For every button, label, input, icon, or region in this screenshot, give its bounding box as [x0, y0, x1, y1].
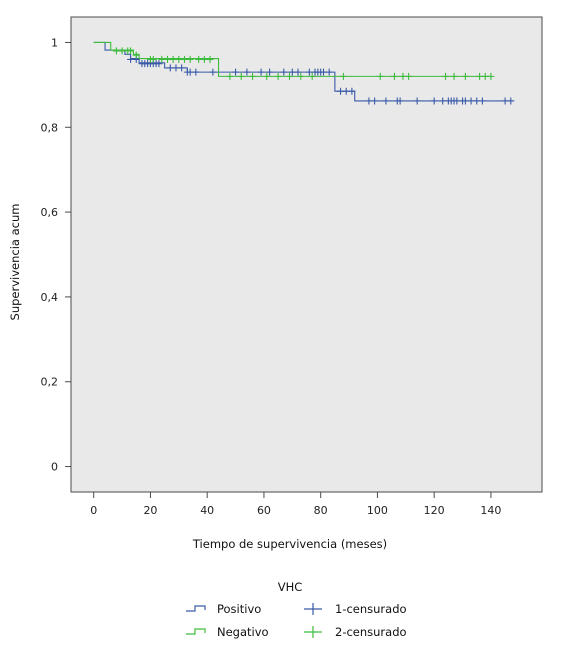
series-2-censor-mark	[297, 72, 305, 80]
y-tick-label: 0,2	[41, 376, 59, 389]
series-2-censor-mark	[450, 72, 458, 80]
x-tick-label: 100	[367, 504, 388, 517]
series-1-censor-mark	[280, 68, 288, 76]
series-2-censor-mark	[442, 72, 450, 80]
series-1-censor-mark	[430, 97, 438, 105]
legend-entry-label: 1-censurado	[335, 602, 407, 616]
y-tick-label: 0	[51, 461, 58, 474]
y-axis-ticks: 0 0,2 0,4 0,6 0,8 1	[41, 36, 71, 474]
series-2-censor-mark	[237, 72, 245, 80]
series-2-censor-mark	[390, 72, 398, 80]
y-tick-label: 1	[51, 36, 58, 49]
legend-censor-swatch	[304, 626, 322, 638]
series-1-censor-mark	[413, 97, 421, 105]
legend-entry-label: Negativo	[217, 625, 269, 639]
series-2-censor-mark	[376, 72, 384, 80]
series-2-censor-mark	[149, 55, 157, 63]
y-tick-label: 0,6	[41, 206, 59, 219]
legend-censor-swatch	[304, 603, 322, 615]
series-2-censor-mark	[308, 72, 316, 80]
series-1-censor-mark	[294, 68, 302, 76]
series-1-censor-mark	[266, 68, 274, 76]
series-2-censor-mark	[186, 55, 194, 63]
legend-step-swatch	[186, 628, 206, 635]
series-1-censor-mark	[155, 60, 163, 68]
plot-area	[70, 16, 543, 493]
x-tick-label: 80	[314, 504, 328, 517]
y-tick-label: 0,4	[41, 291, 59, 304]
legend-title: VHC	[278, 580, 303, 594]
x-tick-label: 140	[480, 504, 501, 517]
series-layer	[93, 41, 515, 105]
x-tick-label: 20	[143, 504, 157, 517]
series-2-censor-mark	[127, 47, 135, 55]
series-2-censor-mark	[274, 72, 282, 80]
series-2-censor-mark	[249, 72, 257, 80]
series-2-censor-mark	[405, 72, 413, 80]
y-axis-title: Supervivencia acum	[8, 204, 22, 321]
series-1-censor-mark	[325, 68, 333, 76]
series-1-censor-mark	[348, 87, 356, 95]
x-tick-label: 40	[200, 504, 214, 517]
legend-step-swatch	[186, 605, 206, 612]
series-1-censor-mark	[178, 64, 186, 72]
series-1-censor-mark	[192, 68, 200, 76]
x-tick-label: 120	[424, 504, 445, 517]
legend: VHC Positivo Negativo 1-censurado 2-censura…	[186, 580, 407, 639]
x-tick-label: 0	[90, 504, 97, 517]
series-1-censor-mark	[396, 97, 404, 105]
series-2-censor-mark	[226, 72, 234, 80]
series-1-censor-mark	[232, 68, 240, 76]
legend-entry-label: 2-censurado	[335, 625, 407, 639]
series-1-censor-mark	[371, 97, 379, 105]
x-tick-label: 60	[257, 504, 271, 517]
series-1-censor-mark	[243, 68, 251, 76]
series-1-censor-mark	[507, 97, 515, 105]
x-axis-ticks: 0 20 40 60 80 100 120 140	[90, 492, 501, 517]
series-2-censor-mark	[339, 72, 347, 80]
y-tick-label: 0,8	[41, 121, 59, 134]
series-2-censor-mark	[285, 72, 293, 80]
series-1-censor-mark	[209, 68, 217, 76]
series-1-censor-mark	[382, 97, 390, 105]
series-2-censor-mark	[206, 55, 214, 63]
series-2-censor-mark	[263, 72, 271, 80]
series-2-censor-mark	[487, 72, 495, 80]
series-2-censor-mark	[461, 72, 469, 80]
legend-entry-label: Positivo	[217, 602, 261, 616]
series-1-censor-mark	[257, 68, 265, 76]
series-2-censor-mark	[132, 51, 140, 59]
series-1-censor-mark	[478, 97, 486, 105]
x-axis-title: Tiempo de supervivencia (meses)	[192, 537, 387, 551]
